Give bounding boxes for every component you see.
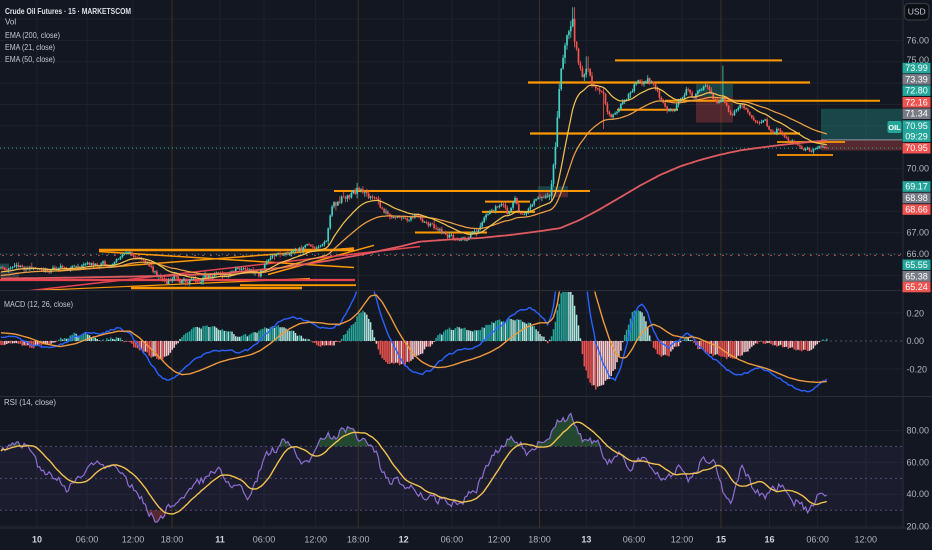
- svg-text:66.00: 66.00: [907, 249, 930, 259]
- svg-text:69.17: 69.17: [905, 182, 928, 192]
- svg-text:Crude Oil Futures · 15 · MARKE: Crude Oil Futures · 15 · MARKETSCOM: [5, 7, 131, 16]
- svg-text:18:00: 18:00: [528, 535, 551, 545]
- svg-text:12:00: 12:00: [671, 535, 694, 545]
- svg-text:Vol: Vol: [5, 17, 16, 26]
- svg-text:0.20: 0.20: [907, 309, 925, 319]
- svg-text:16: 16: [764, 535, 774, 545]
- svg-text:70.95: 70.95: [905, 143, 928, 153]
- svg-text:73.39: 73.39: [905, 74, 928, 84]
- svg-text:12:00: 12:00: [304, 535, 327, 545]
- svg-text:OIL: OIL: [888, 123, 901, 132]
- svg-text:06:00: 06:00: [623, 535, 646, 545]
- svg-text:10: 10: [32, 535, 42, 545]
- svg-text:12:00: 12:00: [488, 535, 511, 545]
- svg-text:72.16: 72.16: [905, 97, 928, 107]
- svg-text:67.00: 67.00: [907, 228, 930, 238]
- svg-text:60.00: 60.00: [907, 458, 930, 468]
- svg-text:EMA (200, close): EMA (200, close): [5, 31, 60, 40]
- svg-text:13: 13: [581, 535, 591, 545]
- svg-text:06:00: 06:00: [76, 535, 99, 545]
- svg-text:71.34: 71.34: [905, 109, 928, 119]
- svg-text:20.00: 20.00: [907, 521, 930, 531]
- svg-text:18:00: 18:00: [347, 535, 370, 545]
- svg-text:EMA (21, close): EMA (21, close): [5, 43, 55, 52]
- svg-text:72.80: 72.80: [905, 86, 928, 96]
- svg-text:65.38: 65.38: [905, 271, 928, 281]
- svg-text:EMA (50, close): EMA (50, close): [5, 55, 55, 64]
- svg-text:80.00: 80.00: [907, 426, 930, 436]
- svg-text:70.00: 70.00: [907, 164, 930, 174]
- svg-text:06:00: 06:00: [806, 535, 829, 545]
- svg-text:09:29: 09:29: [905, 132, 928, 142]
- svg-text:18:00: 18:00: [161, 535, 184, 545]
- svg-text:65.24: 65.24: [905, 282, 928, 292]
- svg-text:68.66: 68.66: [905, 205, 928, 215]
- svg-text:68.98: 68.98: [905, 193, 928, 203]
- svg-text:-0.20: -0.20: [907, 365, 928, 375]
- svg-text:65.55: 65.55: [905, 260, 928, 270]
- svg-text:15: 15: [716, 535, 726, 545]
- svg-text:40.00: 40.00: [907, 489, 930, 499]
- svg-text:73.99: 73.99: [905, 63, 928, 73]
- svg-text:06:00: 06:00: [441, 535, 464, 545]
- svg-text:06:00: 06:00: [253, 535, 276, 545]
- svg-text:0.00: 0.00: [907, 336, 925, 346]
- svg-text:12:00: 12:00: [122, 535, 145, 545]
- svg-text:11: 11: [215, 535, 225, 545]
- svg-text:12: 12: [399, 535, 409, 545]
- svg-text:75.00: 75.00: [907, 55, 930, 65]
- svg-text:USD: USD: [908, 7, 926, 17]
- svg-text:MACD (12, 26, close): MACD (12, 26, close): [4, 300, 73, 309]
- svg-text:RSI (14, close): RSI (14, close): [4, 398, 56, 407]
- svg-text:12:00: 12:00: [855, 535, 878, 545]
- svg-text:70.95: 70.95: [905, 121, 928, 131]
- svg-text:76.00: 76.00: [907, 35, 930, 45]
